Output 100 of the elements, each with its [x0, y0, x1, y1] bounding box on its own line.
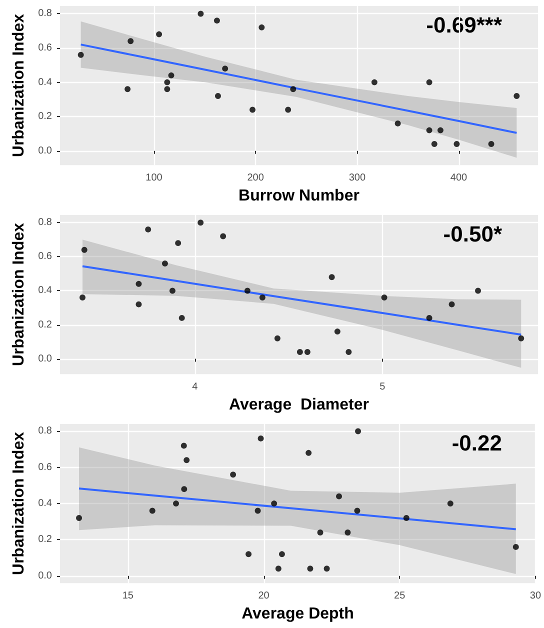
point: [220, 233, 226, 240]
x-tick-label: 20: [258, 590, 270, 602]
point: [344, 529, 351, 536]
point: [149, 508, 156, 514]
point: [214, 18, 220, 24]
y-tick-label: 0.2: [38, 534, 52, 546]
point: [175, 240, 182, 246]
point: [214, 93, 221, 100]
point: [355, 428, 362, 434]
point: [296, 348, 303, 355]
point: [124, 86, 131, 92]
x-axis-title: Burrow Number: [238, 188, 360, 204]
y-tick-label: 0.8: [38, 426, 52, 437]
point: [78, 52, 84, 58]
point: [145, 226, 152, 232]
point: [346, 348, 352, 355]
x-tick-label: 4: [192, 382, 198, 393]
annotation: -0.69***: [426, 12, 502, 38]
y-tick-label: 0.8: [38, 8, 52, 20]
point: [162, 260, 168, 266]
y-tick-label: 0.2: [38, 111, 52, 122]
point: [512, 544, 519, 550]
point: [304, 348, 310, 355]
y-tick-label: 0.0: [38, 145, 52, 156]
point: [164, 79, 170, 86]
x-axis-title: Average Diameter: [229, 396, 369, 414]
point: [169, 288, 176, 294]
y-tick-label: 0.2: [38, 319, 52, 330]
point: [275, 566, 282, 572]
line-series: [78, 488, 517, 530]
y-tick-label: 0.6: [38, 42, 52, 54]
point: [250, 106, 256, 113]
line-series: [80, 44, 518, 134]
annotation: -0.50*: [443, 222, 502, 246]
x-tick-label: 400: [450, 172, 468, 184]
annotation: -0.22: [452, 430, 502, 456]
point: [164, 86, 170, 92]
point: [198, 220, 204, 226]
y-tick-label: 0.4: [38, 76, 52, 88]
point: [306, 450, 312, 456]
point: [156, 31, 162, 38]
point: [173, 500, 180, 507]
point: [278, 551, 285, 558]
point: [324, 566, 330, 572]
point: [454, 141, 460, 148]
point: [447, 500, 454, 507]
point: [426, 314, 432, 321]
point: [488, 141, 494, 148]
point: [258, 435, 264, 442]
x-tick-label: 5: [380, 382, 386, 393]
point: [271, 500, 278, 507]
point: [222, 66, 228, 72]
point: [128, 38, 134, 44]
y-tick-label: 0.0: [38, 570, 52, 582]
x-axis-title: Average Depth: [242, 606, 354, 622]
point: [258, 24, 265, 30]
point: [181, 486, 188, 492]
x-tick-label: 200: [247, 172, 264, 184]
point: [437, 127, 444, 134]
point: [136, 301, 142, 308]
point: [381, 294, 388, 301]
y-axis-title: Urbanization Index: [10, 14, 28, 158]
point: [334, 328, 340, 335]
point: [426, 127, 432, 134]
y-tick-label: 0.6: [38, 462, 52, 473]
point: [254, 508, 261, 514]
point: [180, 442, 187, 449]
point: [317, 529, 324, 536]
point: [514, 93, 520, 100]
point: [426, 79, 432, 86]
point: [246, 551, 252, 558]
y-tick-label: 0.4: [38, 285, 52, 296]
point: [198, 10, 204, 17]
point: [168, 72, 174, 78]
point: [431, 141, 438, 148]
point: [274, 335, 280, 342]
x-tick-label: 30: [530, 590, 542, 602]
point: [336, 493, 342, 500]
x-tick-label: 100: [146, 172, 163, 184]
point: [290, 86, 296, 92]
point: [475, 288, 482, 294]
point: [81, 246, 88, 253]
point: [328, 274, 335, 280]
point: [244, 288, 250, 294]
point: [403, 515, 410, 522]
point: [80, 294, 86, 301]
y-axis-title: Urbanization Index: [10, 222, 28, 366]
point: [136, 280, 142, 287]
y-tick-label: 0.8: [38, 217, 52, 228]
point: [230, 472, 236, 478]
x-tick-label: 25: [394, 590, 406, 602]
y-tick-label: 0.6: [38, 251, 52, 262]
y-tick-label: 0.0: [38, 353, 52, 364]
point: [518, 335, 524, 342]
point: [184, 457, 190, 464]
point: [285, 106, 292, 113]
point: [76, 515, 82, 522]
point: [448, 301, 455, 308]
y-tick-label: 0.4: [38, 498, 52, 510]
point: [178, 314, 185, 321]
